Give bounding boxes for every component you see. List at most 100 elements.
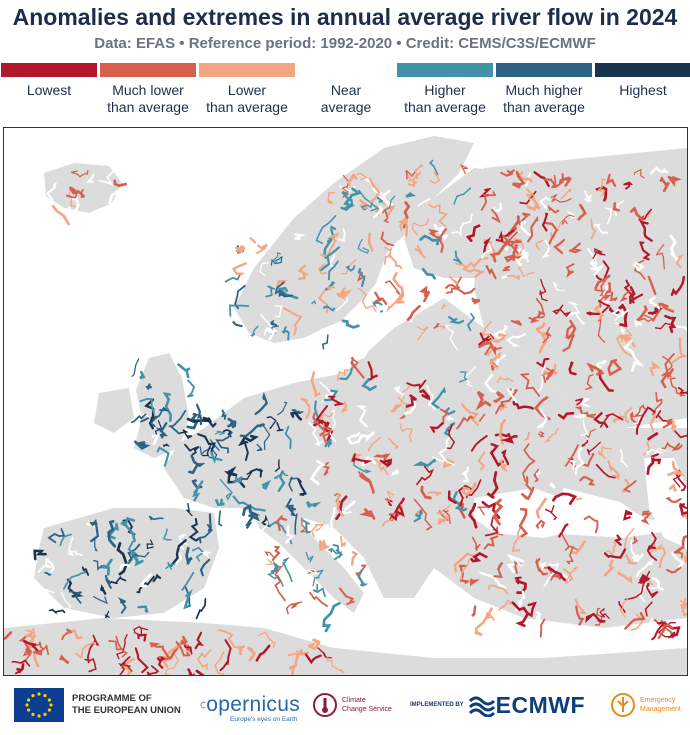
river-segment	[593, 223, 609, 234]
river-segment	[638, 241, 651, 261]
river-segment	[669, 377, 687, 397]
river-segment	[535, 239, 544, 251]
river-segment	[480, 243, 493, 260]
river-segment	[419, 234, 440, 246]
river-segment	[361, 378, 377, 392]
river-segment	[417, 198, 431, 207]
river-segment	[104, 574, 112, 589]
river-segment	[214, 430, 226, 436]
river-segment	[519, 373, 540, 397]
river-segment	[93, 596, 108, 605]
river-segment	[341, 508, 352, 514]
river-segment	[319, 381, 335, 397]
river-segment	[502, 265, 511, 272]
river-segment	[162, 528, 172, 541]
river-segment	[623, 326, 633, 344]
river-segment	[282, 557, 293, 582]
copernicus-wordmark: opernicus	[206, 693, 300, 716]
river-segment	[512, 400, 534, 410]
river-segment	[405, 192, 416, 198]
river-segment	[670, 275, 685, 296]
river-segment	[478, 332, 486, 346]
river-segment	[539, 196, 551, 209]
river-segment	[97, 558, 113, 576]
river-segment	[574, 447, 585, 475]
river-segment	[618, 597, 629, 618]
river-segment	[270, 560, 280, 573]
eu-label: PROGRAMME OF THE EUROPEAN UNION	[72, 693, 181, 716]
river-segment	[254, 391, 269, 416]
river-segment	[356, 431, 376, 444]
river-segment	[527, 215, 539, 243]
page-title: Anomalies and extremes in annual average…	[12, 4, 678, 30]
river-flow-map	[3, 127, 688, 676]
river-segment	[466, 312, 476, 332]
river-segment	[539, 278, 548, 302]
river-segment	[484, 373, 496, 393]
river-segment	[390, 505, 405, 522]
river-segment	[461, 466, 470, 483]
river-segment	[557, 411, 575, 420]
river-segment	[465, 224, 481, 243]
legend-item-much-lower: Much lower than average	[99, 63, 197, 116]
river-segment	[600, 413, 624, 428]
river-segment	[307, 421, 324, 447]
river-segment	[200, 550, 211, 559]
river-segment	[94, 538, 98, 552]
river-segment	[439, 325, 445, 330]
river-segment	[45, 558, 55, 573]
river-segment	[594, 278, 607, 293]
copernicus-logo: opernicus Europe's eyes on Earth	[200, 683, 300, 727]
river-segment	[445, 276, 462, 294]
river-segment	[526, 194, 541, 212]
river-segment	[300, 397, 311, 419]
river-segment	[68, 186, 86, 198]
river-segment	[562, 573, 570, 583]
river-segment	[462, 366, 477, 387]
river-segment	[580, 419, 589, 437]
legend-item-lower: Lower than average	[198, 63, 296, 116]
river-segment	[384, 497, 393, 507]
river-segment	[419, 285, 431, 303]
river-segment	[232, 320, 243, 328]
river-segment	[428, 203, 448, 228]
river-segment	[319, 539, 331, 552]
river-segment	[657, 621, 676, 638]
river-segment	[541, 212, 549, 232]
river-segment	[414, 245, 426, 259]
river-segment	[81, 566, 90, 576]
river-segment	[535, 469, 541, 477]
river-segment	[89, 518, 100, 543]
river-segment	[36, 641, 50, 656]
river-segment	[47, 528, 66, 544]
river-segment	[547, 204, 560, 214]
river-segment	[107, 520, 117, 548]
river-segment	[545, 369, 555, 381]
river-segment	[512, 170, 526, 189]
river-segment	[574, 598, 587, 614]
river-segment	[477, 506, 489, 516]
river-segment	[181, 571, 195, 591]
legend-label-lower: Lower than average	[206, 82, 288, 115]
river-segment	[163, 443, 170, 448]
river-segment	[575, 496, 583, 501]
river-segment	[291, 602, 300, 609]
river-segment	[542, 566, 555, 581]
river-segment	[457, 484, 473, 507]
river-segment	[447, 490, 457, 504]
river-segment	[680, 601, 687, 617]
river-segment	[345, 265, 356, 272]
river-segment	[585, 612, 606, 624]
legend-swatch-higher	[397, 63, 493, 77]
river-segment	[453, 552, 474, 573]
river-segment	[654, 322, 674, 330]
river-segment	[630, 613, 644, 631]
river-segment	[667, 175, 682, 187]
river-segment	[151, 434, 160, 446]
river-segment	[338, 587, 355, 606]
eu-logo: PROGRAMME OF THE EUROPEAN UNION	[14, 683, 181, 727]
river-segment	[322, 601, 341, 633]
river-segment	[528, 311, 543, 324]
river-segment	[581, 440, 589, 447]
river-segment	[338, 228, 346, 243]
